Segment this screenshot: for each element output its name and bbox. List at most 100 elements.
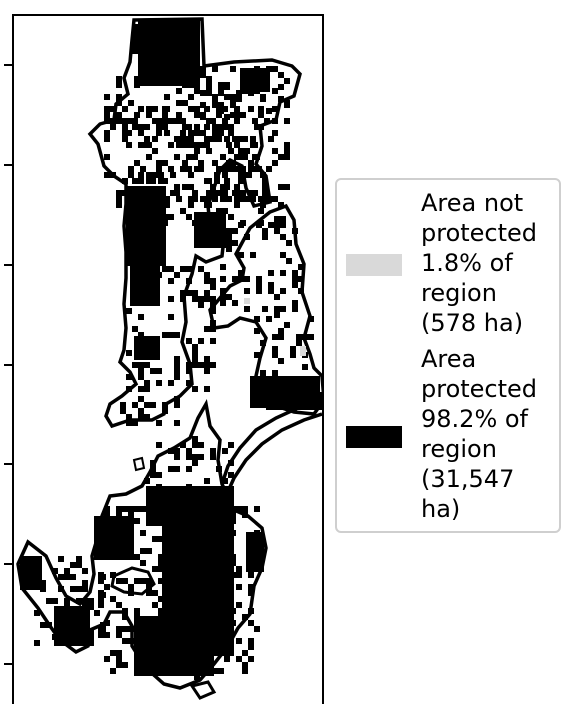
protected-cell [138,106,144,112]
protected-cell [274,312,280,318]
protected-cell [200,542,206,548]
protected-cell [252,166,258,172]
protected-cell [200,638,206,644]
protected-cell [176,530,182,536]
protected-cell [168,278,174,284]
protected-cell [146,178,152,184]
protected-cell [244,196,250,202]
protected-cell [182,184,188,190]
protected-cell [274,306,280,312]
protected-cell [116,94,122,100]
protected-cell [228,130,234,136]
protected-cell [296,340,302,346]
protected-cell [254,506,260,512]
protected-cell [192,454,198,460]
protected-cell [234,202,240,208]
protected-cell [204,490,210,496]
protected-cell [230,572,236,578]
protected-cell [210,220,216,226]
protected-cell [164,76,170,82]
protected-cell [254,542,260,548]
protected-cell [40,580,46,586]
protected-cell [110,118,116,124]
protected-cell [128,626,134,632]
protected-cell [158,560,164,566]
protected-cell [104,106,110,112]
protected-cell [186,278,192,284]
protected-cell [226,240,232,246]
protected-cell [138,124,144,130]
protected-cell [254,530,260,536]
protected-cell [182,160,188,166]
protected-cell [158,506,164,512]
protected-cell [162,112,168,118]
protected-cell [182,632,188,638]
protected-cell [174,190,180,196]
protected-cell [94,610,100,616]
protected-cell [138,296,144,302]
protected-cell [152,172,158,178]
protected-cell [248,656,254,662]
protected-cell [210,284,216,290]
protected-cell [254,328,260,334]
protected-cell [138,202,144,208]
protected-cell [256,288,262,294]
protected-cell [218,102,224,108]
protected-cell [226,142,232,148]
protected-cell [284,154,290,160]
protected-cell [230,554,236,560]
protected-cell [174,362,180,368]
protected-cell [150,178,156,184]
protected-cell [58,574,64,580]
protected-cell [226,246,232,252]
protected-cell [150,472,156,478]
protected-cell [132,178,138,184]
protected-cell [242,88,248,94]
protected-cell [278,96,284,102]
protected-cell [228,442,234,448]
protected-cell [116,530,122,536]
protected-cell [40,586,46,592]
protected-cell [260,370,266,376]
protected-cell [240,166,246,172]
protected-cell [126,308,132,314]
protected-cell [204,124,210,130]
protected-cell [194,512,200,518]
protected-cell [186,124,192,130]
protected-cell [156,214,162,220]
protected-cell [162,402,168,408]
protected-cell [284,142,290,148]
legend: Area not protected 1.8% of region (578 h… [335,178,561,533]
protected-cell [254,626,260,632]
protected-cell [194,554,200,560]
protected-cell [188,94,194,100]
protected-cell [254,554,260,560]
protected-cell [176,142,182,148]
protected-cell [126,350,132,356]
protected-cell [198,338,204,344]
protected-cell [176,620,182,626]
protected-cell [308,316,314,322]
protected-cell [116,626,122,632]
protected-cell [268,282,274,288]
protected-cell [138,368,144,374]
protected-cell [192,344,198,350]
protected-cell [146,590,152,596]
protected-cell [120,402,126,408]
protected-cell [216,190,222,196]
protected-cell [218,124,224,130]
protected-cell [232,240,238,246]
protected-cell [210,448,216,454]
protected-cell [156,166,162,172]
protected-cell [278,72,284,78]
protected-cell [126,142,132,148]
protected-cell [156,130,162,136]
protected-cell [254,78,260,84]
protected-cell [200,196,206,202]
protected-cell [76,562,82,568]
protected-cell [188,196,194,202]
protected-cell [218,668,224,674]
protected-cell [138,414,144,420]
protected-cell [98,536,104,542]
protected-cell [150,466,156,472]
